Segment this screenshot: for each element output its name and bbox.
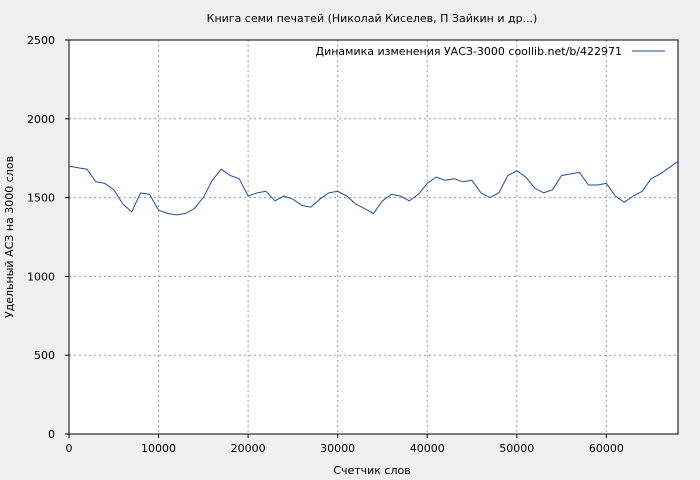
x-tick-label: 0 <box>66 442 73 455</box>
series-line <box>68 160 679 216</box>
x-tick-label: 10000 <box>141 442 176 455</box>
x-tick-label: 50000 <box>499 442 534 455</box>
x-tick-label: 40000 <box>410 442 445 455</box>
grid-lines <box>69 40 678 434</box>
y-tick-label: 1500 <box>27 192 55 205</box>
chart-title: Книга семи печатей (Николай Киселев, П З… <box>207 12 538 25</box>
x-tick-label: 30000 <box>320 442 355 455</box>
y-tick-label: 1000 <box>27 270 55 283</box>
y-tick-label: 0 <box>48 428 55 441</box>
y-tick-label: 2500 <box>27 34 55 47</box>
y-tick-label: 2000 <box>27 113 55 126</box>
legend-label: Динамика изменения УАСЗ-3000 coollib.net… <box>316 45 623 58</box>
x-tick-label: 20000 <box>231 442 266 455</box>
plot-area <box>69 40 678 434</box>
x-axis-ticks: 0 10000 20000 30000 40000 50000 60000 <box>66 434 624 455</box>
y-tick-label: 500 <box>34 349 55 362</box>
legend: Динамика изменения УАСЗ-3000 coollib.net… <box>316 45 665 58</box>
x-tick-label: 60000 <box>589 442 624 455</box>
y-axis-label: Удельный АСЗ на 3000 слов <box>3 156 16 318</box>
x-axis-label: Счетчик слов <box>333 464 410 477</box>
plot-frame <box>68 39 679 435</box>
y-axis-ticks: 0 500 1000 1500 2000 2500 <box>27 34 69 441</box>
series-group <box>68 160 679 216</box>
